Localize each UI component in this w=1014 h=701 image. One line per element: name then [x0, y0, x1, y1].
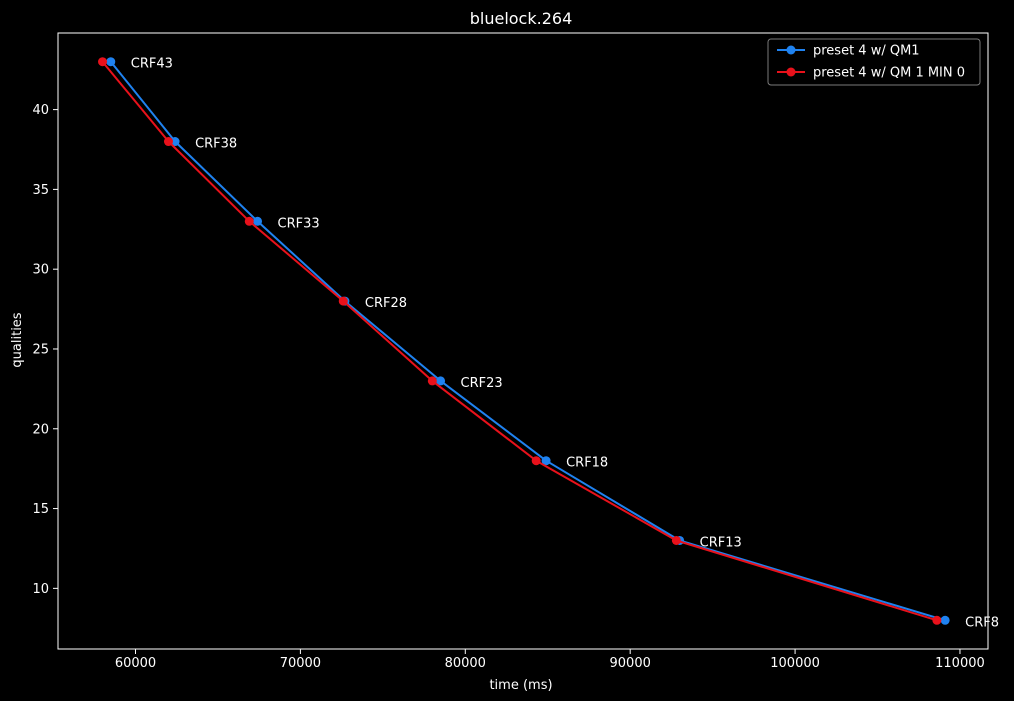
- point-annotation: CRF33: [278, 216, 320, 231]
- data-point: [98, 57, 108, 67]
- y-tick-label: 10: [32, 582, 49, 597]
- point-annotation: CRF8: [965, 615, 999, 630]
- x-tick-label: 70000: [280, 656, 321, 671]
- series-2: [98, 57, 942, 625]
- data-point: [427, 376, 437, 386]
- y-tick-label: 20: [32, 422, 49, 437]
- data-point: [253, 216, 263, 226]
- legend-label: preset 4 w/ QM1: [813, 44, 920, 59]
- x-tick-label: 60000: [115, 656, 156, 671]
- legend-item: preset 4 w/ QM1: [777, 44, 920, 59]
- series-line: [101, 61, 938, 622]
- data-point: [932, 615, 942, 625]
- data-point: [244, 216, 254, 226]
- data-point: [163, 137, 173, 147]
- data-point: [940, 615, 950, 625]
- point-annotation: CRF38: [195, 137, 237, 152]
- point-annotation: CRF18: [566, 456, 608, 471]
- legend-box: [767, 38, 981, 86]
- data-point: [338, 296, 348, 306]
- point-annotation: CRF43: [131, 57, 173, 72]
- data-point: [106, 57, 116, 67]
- y-tick-label: 35: [32, 183, 49, 198]
- series-line: [110, 61, 946, 622]
- legend-item: preset 4 w/ QM 1 MIN 0: [777, 66, 965, 81]
- legend: preset 4 w/ QM1 preset 4 w/ QM 1 MIN 0: [767, 38, 981, 86]
- plot-area: 60000 70000 80000 90000 100000 110000 10 15 20 25…: [32, 32, 999, 671]
- x-tick-label: 80000: [445, 656, 486, 671]
- data-point: [436, 376, 446, 386]
- x-axis-label: time (ms): [489, 678, 552, 693]
- data-point: [170, 137, 180, 147]
- x-tick-label: 110000: [935, 656, 985, 671]
- y-axis-label: qualities: [10, 312, 25, 367]
- axes-frame: [57, 32, 989, 650]
- point-annotation: CRF13: [700, 535, 742, 550]
- legend-marker: [786, 67, 796, 77]
- chart-title: bluelock.264: [470, 9, 573, 28]
- data-point: [531, 456, 541, 466]
- data-point: [541, 456, 551, 466]
- y-tick-label: 25: [32, 342, 49, 357]
- point-annotation: CRF23: [461, 376, 503, 391]
- legend-marker: [786, 45, 796, 55]
- data-point: [671, 535, 681, 545]
- x-tick-label: 100000: [770, 656, 820, 671]
- y-tick-label: 40: [32, 103, 49, 118]
- x-tick-label: 90000: [610, 656, 651, 671]
- point-annotation: CRF28: [365, 296, 407, 311]
- y-tick-label: 15: [32, 502, 49, 517]
- y-tick-label: 30: [32, 263, 49, 278]
- legend-label: preset 4 w/ QM 1 MIN 0: [813, 66, 965, 81]
